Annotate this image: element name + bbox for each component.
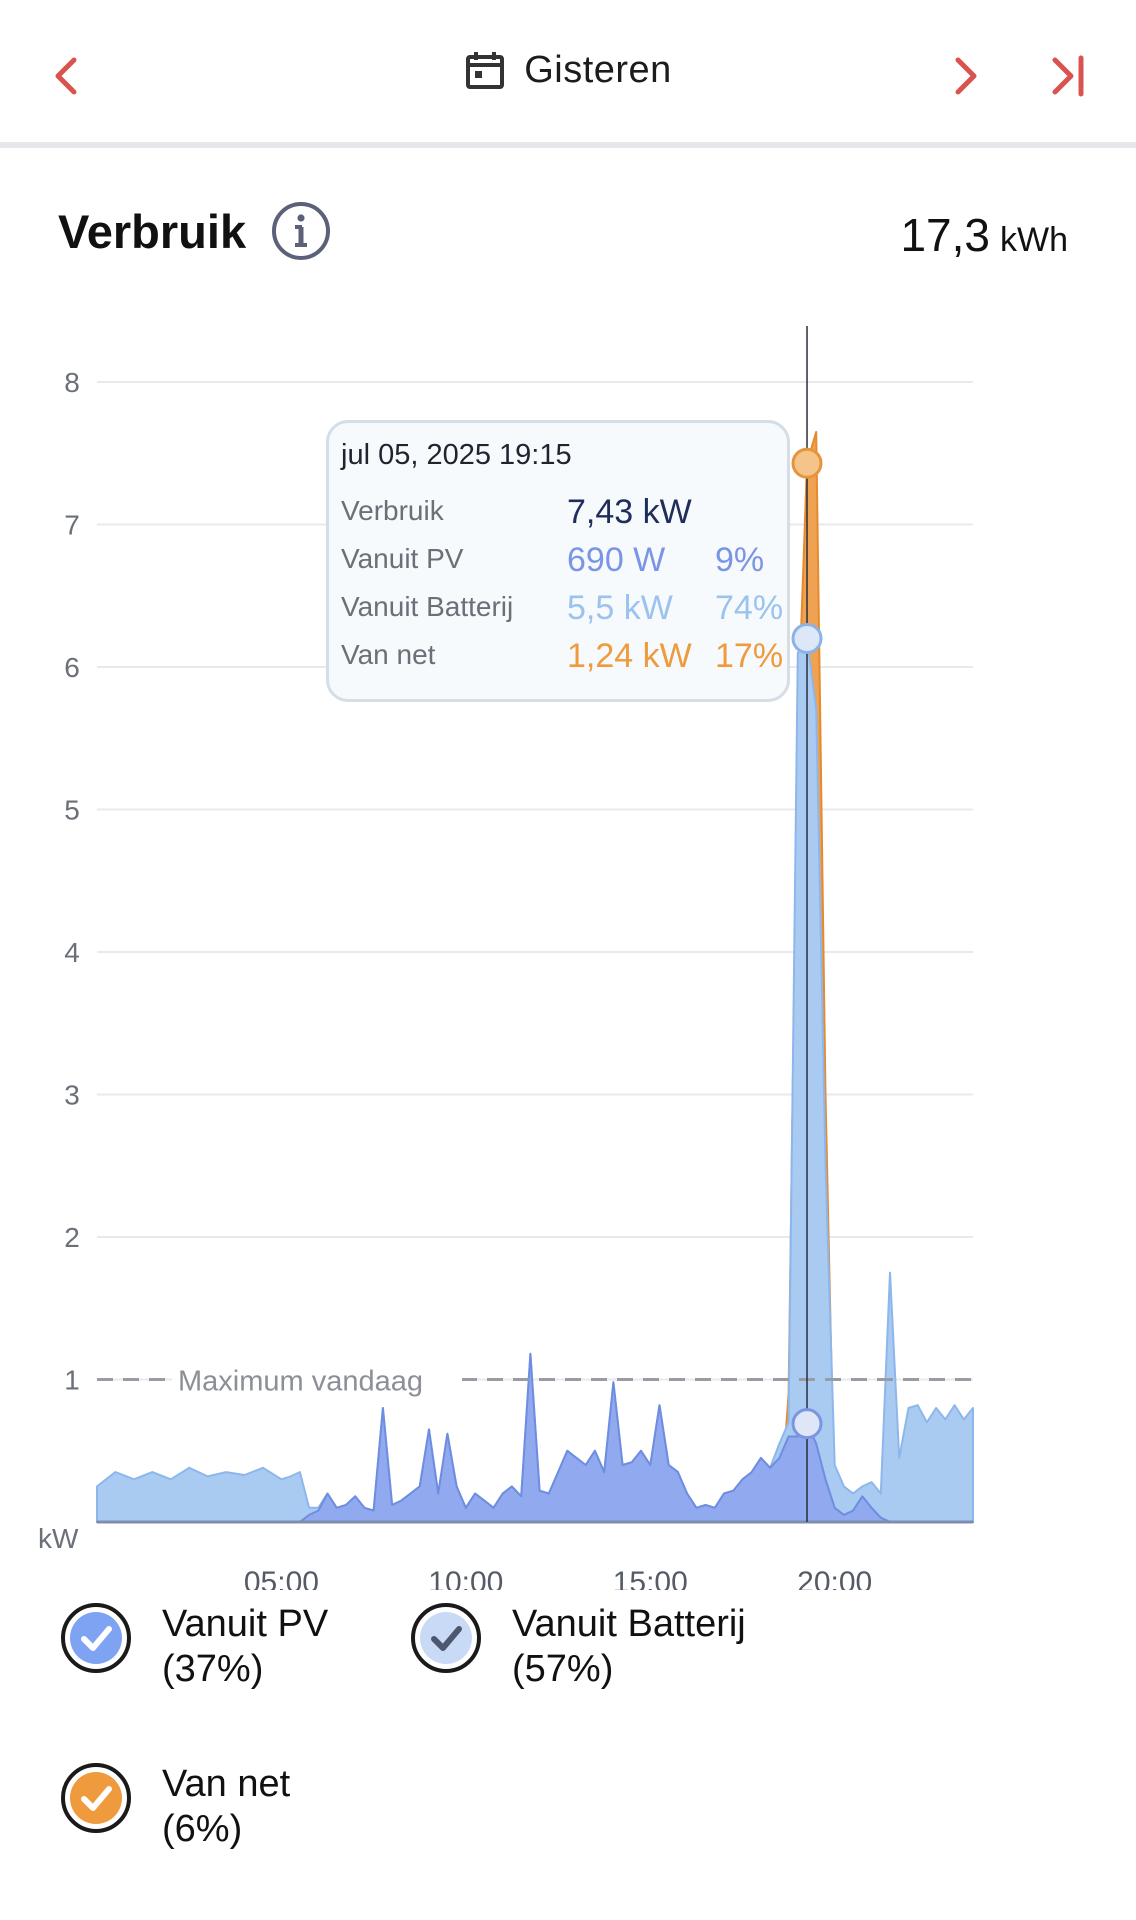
reference-line: Maximum vandaag [97,1359,973,1400]
y-tick-label: 7 [64,510,80,541]
previous-day-button[interactable] [30,40,102,112]
chevron-right-icon [955,57,977,95]
tooltip-row-battery: Vanuit Batterij 5,5 kW 74% [341,589,784,629]
tooltip-datetime: jul 05, 2025 19:15 [341,439,572,471]
tooltip-row-grid: Van net 1,24 kW 17% [341,637,784,677]
cursor-marker [791,1408,823,1440]
skip-to-end-icon [1052,55,1084,97]
x-axis: 05:00 10:00 15:00 20:00 [244,1566,872,1590]
chart-tooltip: jul 05, 2025 19:15 Verbruik 7,43 kW Vanu… [326,420,790,702]
consumption-chart[interactable]: 8 7 6 5 4 3 2 1 kW Maximum vandaag 05:00 10:00 15:… [0,300,1136,1590]
y-tick-label: 8 [64,367,80,398]
chevron-left-icon [55,57,77,95]
top-bar: Gisteren [0,0,1136,148]
legend-label: Vanuit PV (37%) [162,1603,329,1690]
x-tick-label: 05:00 [244,1566,319,1590]
total-consumption: 17,3 kWh [900,208,1068,262]
y-tick-label: 1 [64,1365,80,1396]
skip-to-today-button[interactable] [1034,40,1106,112]
section-title: Verbruik [58,205,247,258]
tooltip-row-pv: Vanuit PV 690 W 9% [341,541,781,581]
legend-label: Van net (6%) [162,1763,291,1850]
page-title: Gisteren [524,48,672,91]
total-unit: kWh [1000,221,1068,259]
y-axis: 8 7 6 5 4 3 2 1 kW [38,367,80,1554]
info-icon[interactable] [270,200,332,262]
cursor-marker [791,623,823,654]
total-value: 17,3 [900,209,990,261]
y-tick-label: 3 [64,1080,80,1111]
tooltip-percent: 17% [715,637,784,675]
legend-label: Vanuit Batterij (57%) [512,1603,746,1690]
chart-areas [96,430,974,1524]
x-tick-label: 15:00 [613,1566,688,1590]
tooltip-row-consumption: Verbruik 7,43 kW [341,493,781,533]
next-day-button[interactable] [930,40,1002,112]
tooltip-value: 690 W [567,541,666,579]
tooltip-value: 1,24 kW [567,637,692,675]
x-tick-label: 20:00 [797,1566,872,1590]
tooltip-label: Verbruik [341,495,444,526]
tooltip-label: Van net [341,639,436,670]
reference-line-label: Maximum vandaag [178,1366,423,1398]
checkbox-checked-icon[interactable] [410,1602,482,1674]
tooltip-percent: 74% [715,589,784,627]
y-axis-unit: kW [38,1523,79,1554]
tooltip-value: 7,43 kW [567,493,692,531]
calendar-icon [466,52,505,89]
y-tick-label: 6 [64,652,80,683]
reference-label-bg [172,1359,462,1400]
date-selector[interactable]: Gisteren [0,40,1136,100]
y-tick-label: 5 [64,795,80,826]
y-tick-label: 4 [64,937,80,968]
tooltip-label: Vanuit Batterij [341,591,514,622]
tooltip-percent: 9% [715,541,765,579]
consumption-header: Verbruik 17,3 kWh [58,200,1068,270]
cursor-marker [791,447,823,479]
tooltip-label: Vanuit PV [341,543,464,574]
checkbox-checked-icon[interactable] [60,1602,132,1674]
chart-cursor [791,326,823,1522]
tooltip-value: 5,5 kW [567,589,673,627]
checkbox-checked-icon[interactable] [60,1762,132,1834]
y-tick-label: 2 [64,1222,80,1253]
x-tick-label: 10:00 [428,1566,503,1590]
